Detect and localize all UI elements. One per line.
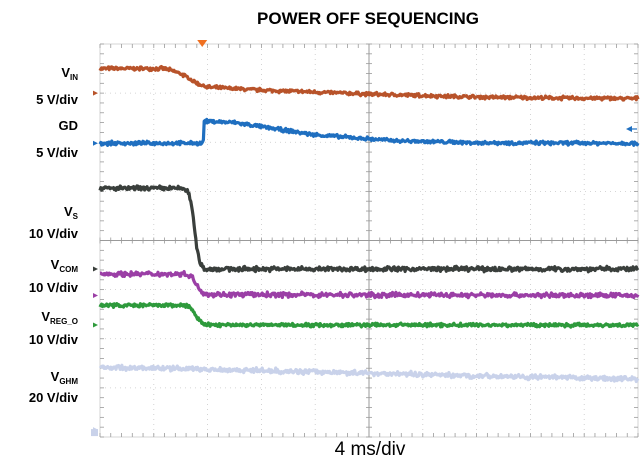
- channel-name-vreg: VREG_O: [41, 309, 78, 326]
- trace-vcom: [99, 270, 640, 300]
- trace-vreg: [98, 302, 640, 329]
- ground-marker-vin: [93, 90, 98, 96]
- trace-vs: [98, 184, 640, 274]
- channel-scale-vs: 10 V/div: [29, 226, 79, 241]
- channel-name-vcom: VCOM: [51, 257, 79, 274]
- ground-marker-vreg: [93, 322, 98, 328]
- channel-scale-vin: 5 V/div: [36, 92, 79, 107]
- ground-marker-gd: [93, 140, 98, 146]
- x-axis-label: 4 ms/div: [335, 439, 406, 460]
- chart-title: POWER OFF SEQUENCING: [257, 9, 479, 28]
- channel-scale-vreg: 10 V/div: [29, 332, 79, 347]
- channel-scale-vghm: 20 V/div: [29, 390, 79, 405]
- channel-name-main: V: [51, 257, 60, 272]
- channel-scale-gd: 5 V/div: [36, 145, 79, 160]
- channel-name-vs: VS: [64, 204, 79, 221]
- channel-name-main: V: [64, 204, 73, 219]
- channel-name-subscript: COM: [59, 265, 78, 274]
- ground-marker-vs: [93, 266, 98, 272]
- reference-marker: [91, 429, 98, 437]
- channel-name-main: V: [41, 309, 50, 324]
- trace-vin: [98, 64, 640, 102]
- channel-name-subscript: IN: [70, 73, 78, 82]
- channel-scale-vcom: 10 V/div: [29, 280, 79, 295]
- trace-gd: [98, 117, 640, 147]
- marker-layer: [91, 40, 637, 437]
- trigger-level-marker: [626, 125, 632, 132]
- channel-name-gd: GD: [59, 118, 79, 133]
- ground-marker-vcom: [93, 293, 98, 299]
- channel-name-subscript: GHM: [59, 377, 78, 386]
- trigger-marker: [197, 40, 208, 47]
- channel-name-subscript: REG_O: [50, 317, 78, 326]
- trace-vghm: [98, 363, 640, 384]
- channel-name-subscript: S: [73, 212, 79, 221]
- channel-name-main: V: [61, 65, 70, 80]
- channel-name-main: V: [51, 369, 60, 384]
- channel-name-vghm: VGHM: [51, 369, 79, 386]
- channel-name-main: GD: [59, 118, 79, 133]
- trace-layer: [98, 64, 640, 384]
- channel-name-vin: VIN: [61, 65, 78, 82]
